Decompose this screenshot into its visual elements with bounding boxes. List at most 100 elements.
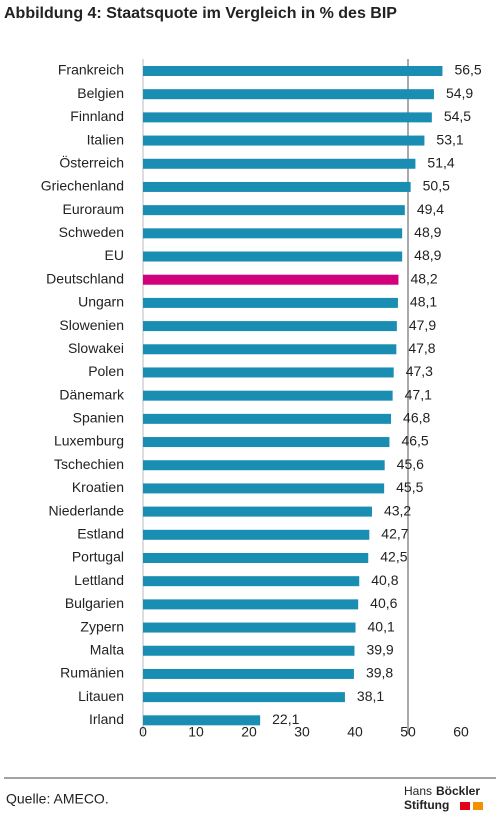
bar bbox=[143, 529, 370, 540]
value-label: 54,5 bbox=[444, 108, 471, 124]
y-tick-label: EU bbox=[105, 247, 124, 263]
logo-text: Böckler bbox=[436, 784, 480, 798]
y-tick-label: Finnland bbox=[70, 108, 124, 124]
bar bbox=[143, 645, 355, 656]
value-label: 43,2 bbox=[384, 502, 411, 518]
bar bbox=[143, 576, 360, 587]
bar bbox=[143, 599, 359, 610]
bar bbox=[143, 181, 411, 192]
y-tick-label: Belgien bbox=[77, 85, 124, 101]
value-label: 47,9 bbox=[409, 317, 436, 333]
x-tick-label: 60 bbox=[453, 724, 469, 740]
value-label: 39,8 bbox=[366, 665, 393, 681]
y-tick-label: Spanien bbox=[73, 410, 124, 426]
bar bbox=[143, 135, 425, 146]
value-label: 56,5 bbox=[454, 62, 481, 78]
bar bbox=[143, 437, 390, 448]
bar bbox=[143, 344, 397, 355]
value-label: 40,6 bbox=[370, 595, 397, 611]
bar bbox=[143, 483, 385, 494]
value-label: 45,6 bbox=[397, 456, 424, 472]
y-tick-label: Niederlande bbox=[49, 502, 125, 518]
logo-square bbox=[473, 802, 483, 810]
bar bbox=[143, 413, 392, 424]
x-tick-label: 10 bbox=[188, 724, 204, 740]
y-tick-label: Polen bbox=[88, 363, 124, 379]
chart-title: Abbildung 4: Staatsquote im Vergleich in… bbox=[4, 5, 397, 22]
y-tick-label: Bulgarien bbox=[65, 595, 124, 611]
bar bbox=[143, 274, 399, 285]
y-tick-label: Rumänien bbox=[60, 665, 124, 681]
x-tick-label: 0 bbox=[139, 724, 147, 740]
value-label: 38,1 bbox=[357, 688, 384, 704]
value-label: 42,7 bbox=[381, 526, 408, 542]
value-label: 46,8 bbox=[403, 410, 430, 426]
value-label: 40,1 bbox=[368, 618, 395, 634]
bar bbox=[143, 66, 443, 76]
y-tick-label: Slowakei bbox=[68, 340, 124, 356]
bar bbox=[143, 321, 397, 332]
bar bbox=[143, 297, 398, 308]
y-tick-label: Deutschland bbox=[46, 270, 124, 286]
y-tick-label: Schweden bbox=[59, 224, 124, 240]
value-label: 47,3 bbox=[406, 363, 433, 379]
y-tick-label: Dänemark bbox=[59, 386, 125, 402]
bar bbox=[143, 367, 394, 378]
value-label: 46,5 bbox=[401, 433, 428, 449]
y-tick-label: Österreich bbox=[59, 153, 124, 170]
value-label: 39,9 bbox=[366, 641, 393, 657]
bar bbox=[143, 205, 405, 216]
bar bbox=[143, 715, 261, 726]
bar bbox=[143, 251, 403, 262]
value-label: 54,9 bbox=[446, 85, 473, 101]
x-tick-label: 30 bbox=[294, 724, 310, 740]
value-label: 42,5 bbox=[380, 549, 407, 565]
bar bbox=[143, 692, 345, 703]
y-tick-label: Ungarn bbox=[78, 294, 124, 310]
value-label: 22,1 bbox=[272, 711, 299, 727]
value-label: 45,5 bbox=[396, 479, 423, 495]
y-tick-label: Portugal bbox=[72, 549, 124, 565]
x-tick-label: 20 bbox=[241, 724, 257, 740]
logo-text: Stiftung bbox=[404, 798, 449, 812]
bar bbox=[143, 158, 416, 169]
value-label: 48,9 bbox=[414, 224, 441, 240]
bar bbox=[143, 622, 356, 633]
y-tick-label: Frankreich bbox=[58, 62, 124, 78]
bar bbox=[143, 112, 432, 123]
y-tick-label: Griechenland bbox=[41, 178, 124, 194]
value-label: 40,8 bbox=[371, 572, 398, 588]
x-tick-label: 50 bbox=[400, 724, 416, 740]
value-label: 53,1 bbox=[436, 131, 463, 147]
value-label: 48,1 bbox=[410, 294, 437, 310]
y-tick-label: Kroatien bbox=[72, 479, 124, 495]
y-tick-label: Irland bbox=[89, 711, 124, 727]
y-tick-label: Luxemburg bbox=[54, 433, 124, 449]
value-label: 49,4 bbox=[417, 201, 444, 217]
x-tick-label: 40 bbox=[347, 724, 363, 740]
value-label: 47,8 bbox=[408, 340, 435, 356]
bar bbox=[143, 506, 372, 517]
y-tick-label: Malta bbox=[90, 641, 124, 657]
value-label: 50,5 bbox=[423, 178, 450, 194]
logo-square bbox=[460, 802, 470, 810]
y-tick-label: Italien bbox=[87, 131, 124, 147]
value-label: 51,4 bbox=[427, 154, 454, 170]
bar bbox=[143, 89, 434, 100]
bar bbox=[143, 390, 393, 401]
bar bbox=[143, 228, 403, 239]
y-tick-label: Euroraum bbox=[63, 201, 124, 217]
y-tick-label: Zypern bbox=[80, 618, 124, 634]
bar bbox=[143, 668, 354, 679]
y-tick-label: Tschechien bbox=[54, 456, 124, 472]
bar bbox=[143, 552, 369, 563]
y-tick-label: Lettland bbox=[74, 572, 124, 588]
logo-text: Hans bbox=[404, 784, 432, 798]
value-label: 48,9 bbox=[414, 247, 441, 263]
source: Quelle: AMECO. bbox=[6, 791, 109, 807]
value-label: 47,1 bbox=[405, 386, 432, 402]
y-tick-label: Estland bbox=[77, 526, 124, 542]
bar bbox=[143, 460, 385, 471]
y-tick-label: Litauen bbox=[78, 688, 124, 704]
